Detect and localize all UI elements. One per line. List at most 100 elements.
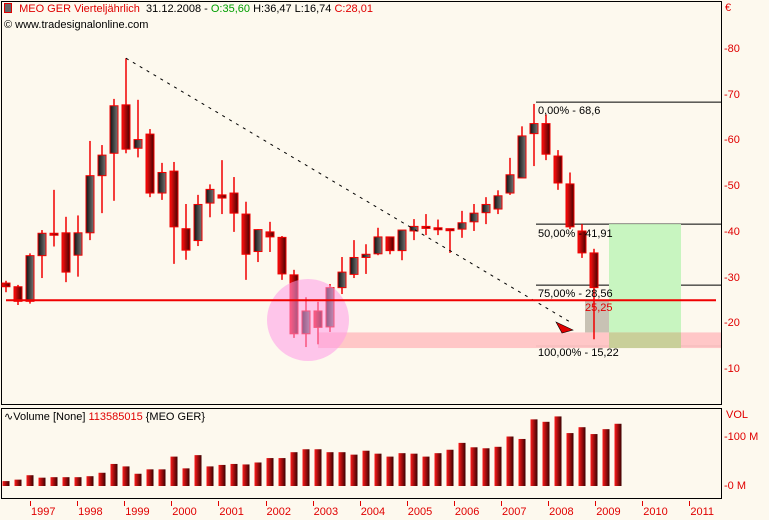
period-label: Vierteljährlich xyxy=(74,3,140,15)
close-value: C:28,01 xyxy=(334,3,373,15)
volume-bar xyxy=(338,452,346,486)
year-label: 2002 xyxy=(266,506,291,518)
volume-axis-title: VOL xyxy=(726,409,749,421)
volume-bar xyxy=(62,477,70,486)
volume-bar xyxy=(578,427,586,486)
volume-bar xyxy=(314,449,322,486)
year-tick xyxy=(689,501,691,506)
volume-bar xyxy=(278,458,286,486)
volume-bar xyxy=(362,450,370,486)
volume-bar xyxy=(26,475,34,486)
volume-bar xyxy=(254,462,262,486)
volume-bar xyxy=(158,469,166,486)
candle-body xyxy=(481,203,491,214)
year-label: 2008 xyxy=(549,506,574,518)
volume-bar xyxy=(554,416,562,486)
candle-body xyxy=(217,194,227,199)
candle-body xyxy=(97,154,107,177)
volume-bar xyxy=(374,453,382,486)
year-label: 1997 xyxy=(31,506,56,518)
year-tick xyxy=(642,501,644,506)
fib-level-0: 0,00% - 68,6 xyxy=(538,105,601,117)
date-label: 31.12.2008 - xyxy=(146,3,208,15)
volume-bar xyxy=(122,466,130,486)
candle-body xyxy=(589,252,599,289)
candle-body xyxy=(253,229,263,253)
volume-bar xyxy=(218,464,226,486)
volume-bar xyxy=(98,472,106,486)
grey-box xyxy=(585,300,609,333)
candle-body xyxy=(385,236,395,252)
candle-body xyxy=(337,271,347,289)
year-label: 2003 xyxy=(313,506,339,518)
year-label: 2009 xyxy=(596,506,621,518)
year-label: 2004 xyxy=(360,506,386,518)
candle-body xyxy=(133,139,143,149)
volume-bar xyxy=(614,423,622,486)
candle-body xyxy=(505,174,515,194)
support-line-label: 25,25 xyxy=(585,302,613,314)
volume-bar xyxy=(518,438,526,486)
candle-body xyxy=(445,228,455,232)
year-tick xyxy=(359,501,361,506)
price-tick: -70 xyxy=(724,88,740,101)
year-tick xyxy=(77,501,79,506)
volume-bar xyxy=(566,433,574,486)
volume-bar xyxy=(38,477,46,486)
year-label: 2005 xyxy=(407,506,433,518)
volume-bar xyxy=(494,446,502,486)
year-tick xyxy=(265,501,267,506)
fib-level-75: 75,00% - 28,56 xyxy=(538,288,613,300)
year-label: 1998 xyxy=(78,506,103,518)
candle-body xyxy=(265,231,275,238)
candle-body xyxy=(541,123,551,155)
price-tick: -20 xyxy=(724,317,740,330)
candle-body xyxy=(61,232,71,273)
year-label: 2000 xyxy=(172,506,197,518)
volume-bar xyxy=(74,477,82,486)
candle-body xyxy=(205,188,215,204)
trend-line xyxy=(125,57,571,323)
candle-body xyxy=(37,232,47,257)
candle-body xyxy=(229,192,239,214)
volume-bar xyxy=(422,456,430,486)
currency-label: € xyxy=(725,2,732,14)
volume-bar xyxy=(242,464,250,486)
candle-body xyxy=(13,286,23,302)
volume-bar xyxy=(134,473,142,486)
volume-bar xyxy=(434,453,442,486)
volume-bar xyxy=(350,454,358,486)
high-value: H:36,47 xyxy=(253,3,292,15)
volume-bar xyxy=(146,469,154,486)
candle-body xyxy=(193,203,203,242)
candlestick-legend-icon xyxy=(4,3,12,13)
year-tick xyxy=(218,501,220,506)
year-tick xyxy=(30,501,31,506)
volume-chart-panel[interactable] xyxy=(1,408,722,499)
price-tick: -80 xyxy=(724,43,740,55)
year-tick xyxy=(312,501,314,506)
year-label: 2011 xyxy=(690,506,715,518)
candle-body xyxy=(457,222,467,230)
year-tick xyxy=(548,501,550,506)
fib-level-50: 50,00% - 41,91 xyxy=(538,228,613,240)
volume-bar xyxy=(602,429,610,486)
fib-level-100: 100,00% - 15,22 xyxy=(538,347,619,359)
volume-bar xyxy=(398,453,406,486)
candle-body xyxy=(109,105,119,154)
volume-bar xyxy=(110,463,118,486)
chart-header: MEO GER Vierteljährlich 31.12.2008 - O:3… xyxy=(4,3,373,15)
volume-bar xyxy=(542,421,550,486)
candle-body xyxy=(553,155,563,184)
volume-bar xyxy=(386,456,394,486)
copyright-text: © www.tradesignalonline.com xyxy=(4,19,149,31)
highlight-circle xyxy=(267,279,349,361)
candle-body xyxy=(49,232,59,236)
volume-bar xyxy=(530,419,538,486)
year-tick xyxy=(171,501,173,506)
volume-bar xyxy=(2,481,10,486)
candle-body xyxy=(469,212,479,223)
volume-bar xyxy=(470,447,478,486)
candle-body xyxy=(1,282,11,288)
volume-bar xyxy=(14,479,22,486)
